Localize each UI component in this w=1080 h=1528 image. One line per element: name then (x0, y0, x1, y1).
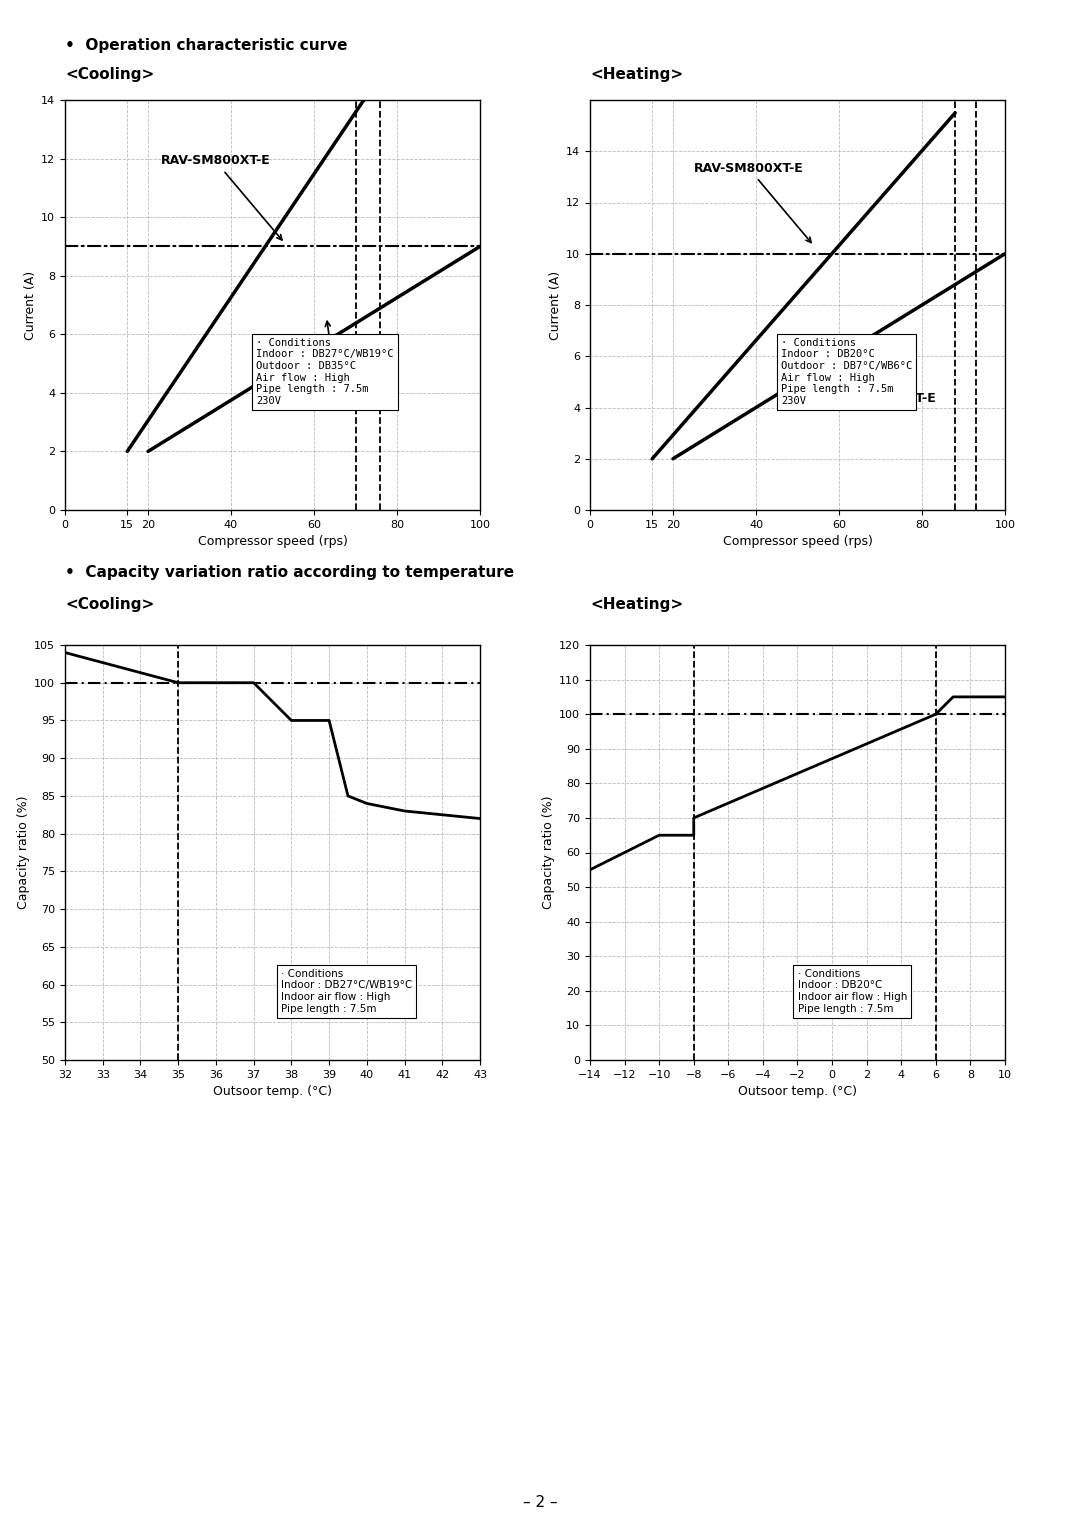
Text: · Conditions
Indoor : DB27°C/WB19°C
Outdoor : DB35°C
Air flow : High
Pipe length: · Conditions Indoor : DB27°C/WB19°C Outd… (256, 338, 393, 406)
Y-axis label: Capacity ratio (%): Capacity ratio (%) (542, 796, 555, 909)
Text: <Heating>: <Heating> (590, 597, 684, 613)
Y-axis label: Current (A): Current (A) (24, 270, 37, 339)
Text: <Heating>: <Heating> (590, 67, 684, 83)
X-axis label: Compressor speed (rps): Compressor speed (rps) (198, 535, 348, 549)
Text: <Cooling>: <Cooling> (65, 67, 154, 83)
Y-axis label: Current (A): Current (A) (549, 270, 562, 339)
X-axis label: Compressor speed (rps): Compressor speed (rps) (723, 535, 873, 549)
Y-axis label: Capacity ratio (%): Capacity ratio (%) (17, 796, 30, 909)
X-axis label: Outsoor temp. (°C): Outsoor temp. (°C) (213, 1085, 332, 1099)
Text: <Cooling>: <Cooling> (65, 597, 154, 613)
Text: •  Operation characteristic curve: • Operation characteristic curve (65, 38, 348, 53)
Text: RAV-SM800XT-E: RAV-SM800XT-E (693, 162, 811, 243)
Text: •  Capacity variation ratio according to temperature: • Capacity variation ratio according to … (65, 565, 514, 581)
Text: · Conditions
Indoor : DB20°C
Indoor air flow : High
Pipe length : 7.5m: · Conditions Indoor : DB20°C Indoor air … (797, 969, 907, 1013)
Text: – 2 –: – 2 – (523, 1494, 557, 1510)
Text: · Conditions
Indoor : DB27°C/WB19°C
Indoor air flow : High
Pipe length : 7.5m: · Conditions Indoor : DB27°C/WB19°C Indo… (281, 969, 413, 1013)
Text: RAV-SM800XT-E: RAV-SM800XT-E (161, 154, 282, 240)
Text: · Conditions
Indoor : DB20°C
Outdoor : DB7°C/WB6°C
Air flow : High
Pipe length :: · Conditions Indoor : DB20°C Outdoor : D… (781, 338, 913, 406)
Text: RAV-SM560XT-E: RAV-SM560XT-E (826, 353, 936, 405)
X-axis label: Outsoor temp. (°C): Outsoor temp. (°C) (738, 1085, 858, 1099)
Text: RAV-SM560XT-E: RAV-SM560XT-E (281, 321, 391, 390)
